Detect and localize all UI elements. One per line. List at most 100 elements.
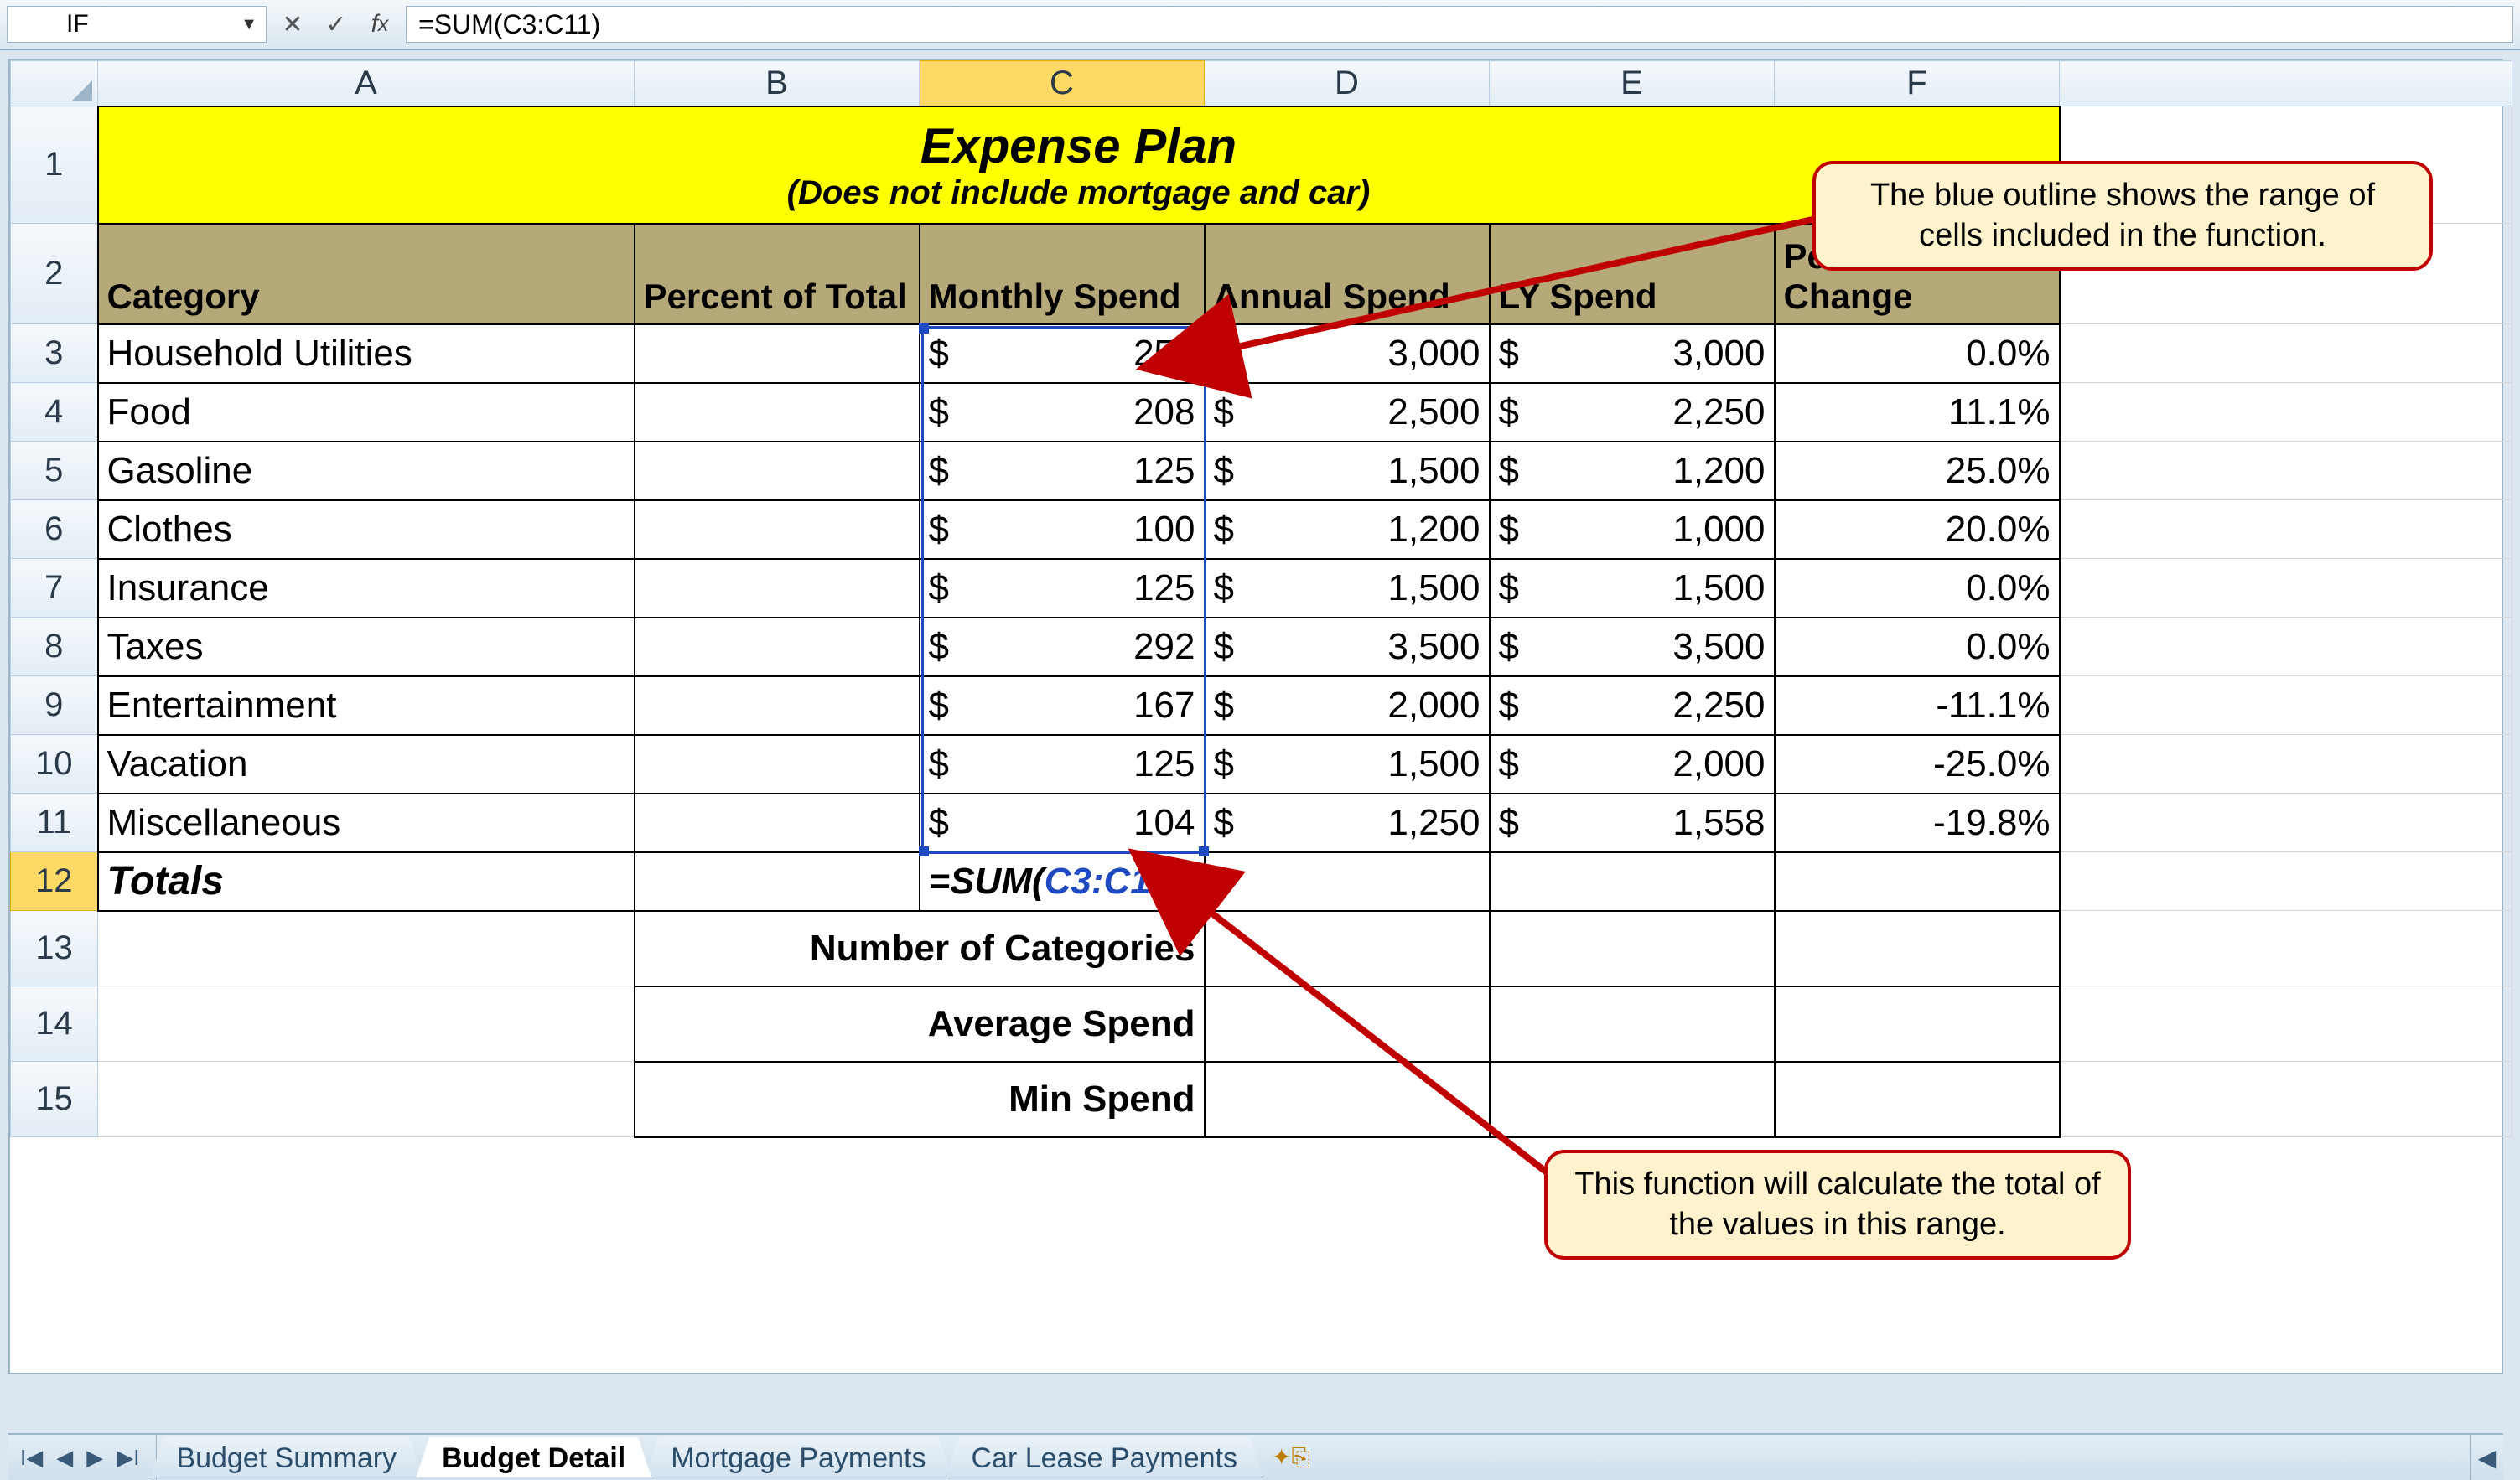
cell-avg-spend-label[interactable]: Average Spend (635, 986, 1205, 1062)
cell-E13[interactable] (1490, 911, 1775, 986)
cell-G4[interactable] (2060, 383, 2512, 442)
cell-D13[interactable] (1205, 911, 1490, 986)
header-percent-total[interactable]: Percent of Total (635, 224, 920, 324)
cell-ly-11[interactable]: $1,558 (1490, 794, 1775, 852)
row-header-13[interactable]: 13 (11, 911, 98, 986)
cell-G10[interactable] (2060, 735, 2512, 794)
cell-category-3[interactable]: Household Utilities (98, 324, 635, 383)
row-header-8[interactable]: 8 (11, 618, 98, 676)
cell-A15[interactable] (98, 1062, 635, 1137)
col-header-F[interactable]: F (1775, 61, 2060, 106)
row-header-15[interactable]: 15 (11, 1062, 98, 1137)
header-monthly-spend[interactable]: Monthly Spend (920, 224, 1205, 324)
cell-ly-4[interactable]: $2,250 (1490, 383, 1775, 442)
cell-category-6[interactable]: Clothes (98, 500, 635, 559)
sheet-tab-budget-detail[interactable]: Budget Detail (416, 1437, 651, 1477)
cell-monthly-6[interactable]: $100 (920, 500, 1205, 559)
cell-F14[interactable] (1775, 986, 2060, 1062)
cell-percent-total-10[interactable] (635, 735, 920, 794)
row-header-12[interactable]: 12 (11, 852, 98, 911)
cell-G9[interactable] (2060, 676, 2512, 735)
cell-ly-3[interactable]: $3,000 (1490, 324, 1775, 383)
cell-percent-total-7[interactable] (635, 559, 920, 618)
cell-E12[interactable] (1490, 852, 1775, 911)
row-header-4[interactable]: 4 (11, 383, 98, 442)
cell-F12[interactable] (1775, 852, 2060, 911)
cell-annual-5[interactable]: $1,500 (1205, 442, 1490, 500)
cell-D12[interactable] (1205, 852, 1490, 911)
cell-monthly-7[interactable]: $125 (920, 559, 1205, 618)
cell-ly-7[interactable]: $1,500 (1490, 559, 1775, 618)
title-cell[interactable]: Expense Plan (Does not include mortgage … (98, 106, 2060, 224)
cell-pct-5[interactable]: 25.0% (1775, 442, 2060, 500)
cell-pct-11[interactable]: -19.8% (1775, 794, 2060, 852)
row-header-2[interactable]: 2 (11, 224, 98, 324)
cell-A13[interactable] (98, 911, 635, 986)
cell-G14[interactable] (2060, 986, 2512, 1062)
cell-B12[interactable] (635, 852, 920, 911)
col-header-C[interactable]: C (920, 61, 1205, 106)
cell-totals-label[interactable]: Totals (98, 852, 635, 911)
cancel-formula-icon[interactable]: ✕ (275, 7, 310, 42)
cell-annual-6[interactable]: $1,200 (1205, 500, 1490, 559)
cell-ly-10[interactable]: $2,000 (1490, 735, 1775, 794)
cell-category-9[interactable]: Entertainment (98, 676, 635, 735)
col-header-A[interactable]: A (98, 61, 635, 106)
cell-category-4[interactable]: Food (98, 383, 635, 442)
cell-percent-total-4[interactable] (635, 383, 920, 442)
cell-E14[interactable] (1490, 986, 1775, 1062)
cell-G7[interactable] (2060, 559, 2512, 618)
cell-monthly-8[interactable]: $292 (920, 618, 1205, 676)
cell-monthly-5[interactable]: $125 (920, 442, 1205, 500)
cell-percent-total-11[interactable] (635, 794, 920, 852)
col-header-B[interactable]: B (635, 61, 920, 106)
cell-annual-7[interactable]: $1,500 (1205, 559, 1490, 618)
cell-category-8[interactable]: Taxes (98, 618, 635, 676)
cell-percent-total-8[interactable] (635, 618, 920, 676)
name-box-dropdown-icon[interactable]: ▼ (241, 15, 257, 34)
cell-G15[interactable] (2060, 1062, 2512, 1137)
cell-monthly-9[interactable]: $167 (920, 676, 1205, 735)
insert-worksheet-icon[interactable]: ✦⎘ (1263, 1443, 1319, 1472)
cell-C12-formula[interactable]: =SUM(C3:C11) (920, 852, 1205, 911)
row-header-14[interactable]: 14 (11, 986, 98, 1062)
cell-pct-7[interactable]: 0.0% (1775, 559, 2060, 618)
cell-F15[interactable] (1775, 1062, 2060, 1137)
row-header-7[interactable]: 7 (11, 559, 98, 618)
cell-G8[interactable] (2060, 618, 2512, 676)
cell-percent-total-5[interactable] (635, 442, 920, 500)
cell-annual-10[interactable]: $1,500 (1205, 735, 1490, 794)
row-header-9[interactable]: 9 (11, 676, 98, 735)
cell-annual-11[interactable]: $1,250 (1205, 794, 1490, 852)
cell-pct-6[interactable]: 20.0% (1775, 500, 2060, 559)
cell-ly-8[interactable]: $3,500 (1490, 618, 1775, 676)
cell-monthly-4[interactable]: $208 (920, 383, 1205, 442)
col-header-E[interactable]: E (1490, 61, 1775, 106)
cell-ly-9[interactable]: $2,250 (1490, 676, 1775, 735)
col-header-G[interactable] (2060, 61, 2512, 106)
cell-category-11[interactable]: Miscellaneous (98, 794, 635, 852)
enter-formula-icon[interactable]: ✓ (319, 7, 354, 42)
cell-G5[interactable] (2060, 442, 2512, 500)
header-ly-spend[interactable]: LY Spend (1490, 224, 1775, 324)
formula-input[interactable]: =SUM(C3:C11) (406, 6, 2513, 43)
cell-G3[interactable] (2060, 324, 2512, 383)
fx-icon[interactable]: fx (362, 7, 397, 42)
sheet-tab-budget-summary[interactable]: Budget Summary (150, 1437, 423, 1477)
cell-A14[interactable] (98, 986, 635, 1062)
cell-ly-6[interactable]: $1,000 (1490, 500, 1775, 559)
cell-G11[interactable] (2060, 794, 2512, 852)
row-header-3[interactable]: 3 (11, 324, 98, 383)
cell-F13[interactable] (1775, 911, 2060, 986)
tab-nav-last-icon[interactable]: ▶I (111, 1445, 144, 1471)
cell-D14[interactable] (1205, 986, 1490, 1062)
horizontal-scroll-left-icon[interactable]: ◀ (2470, 1435, 2503, 1480)
cell-pct-10[interactable]: -25.0% (1775, 735, 2060, 794)
sheet-tab-car-lease-payments[interactable]: Car Lease Payments (946, 1437, 1264, 1477)
cell-annual-4[interactable]: $2,500 (1205, 383, 1490, 442)
cell-G13[interactable] (2060, 911, 2512, 986)
tab-nav-prev-icon[interactable]: ◀ (51, 1445, 78, 1471)
cell-ly-5[interactable]: $1,200 (1490, 442, 1775, 500)
sheet-tab-mortgage-payments[interactable]: Mortgage Payments (645, 1437, 951, 1477)
cell-D15[interactable] (1205, 1062, 1490, 1137)
